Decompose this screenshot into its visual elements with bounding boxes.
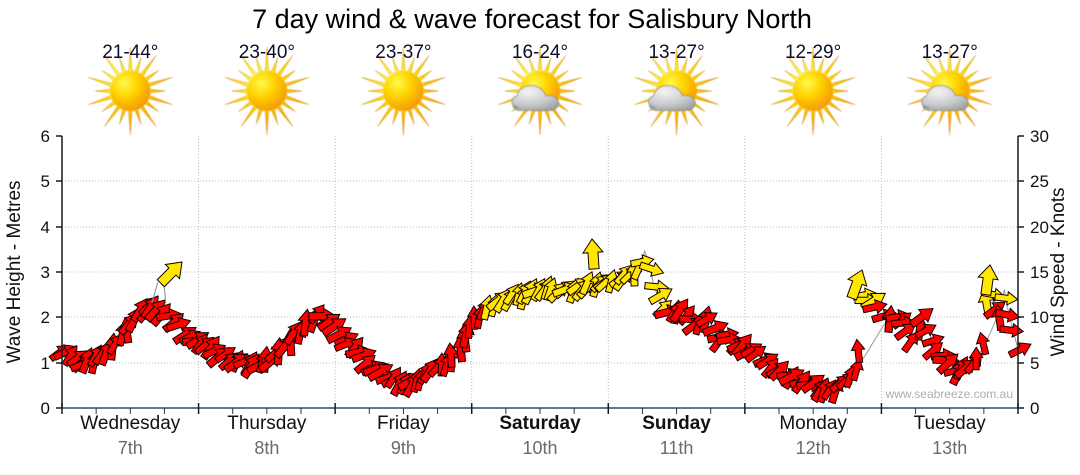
svg-text:16-24°: 16-24° bbox=[512, 42, 568, 63]
svg-text:5: 5 bbox=[1030, 354, 1039, 373]
svg-text:3: 3 bbox=[41, 263, 50, 282]
svg-text:4: 4 bbox=[41, 218, 50, 237]
svg-text:13-27°: 13-27° bbox=[922, 42, 978, 63]
svg-text:21-44°: 21-44° bbox=[102, 42, 158, 63]
svg-text:30: 30 bbox=[1030, 127, 1049, 146]
svg-text:Wave Height - Metres: Wave Height - Metres bbox=[4, 180, 25, 363]
svg-text:10: 10 bbox=[1030, 308, 1049, 327]
svg-text:12-29°: 12-29° bbox=[785, 42, 841, 63]
svg-text:1: 1 bbox=[41, 354, 50, 373]
svg-text:5: 5 bbox=[41, 172, 50, 191]
svg-text:20: 20 bbox=[1030, 218, 1049, 237]
svg-text:23-40°: 23-40° bbox=[239, 42, 295, 63]
svg-text:6: 6 bbox=[41, 127, 50, 146]
svg-text:25: 25 bbox=[1030, 172, 1049, 191]
svg-text:15: 15 bbox=[1030, 263, 1049, 282]
svg-text:Wind Speed - Knots: Wind Speed - Knots bbox=[1048, 188, 1069, 357]
svg-text:23-37°: 23-37° bbox=[375, 42, 431, 63]
svg-text:2: 2 bbox=[41, 308, 50, 327]
svg-text:www.seabreeze.com.au: www.seabreeze.com.au bbox=[885, 387, 1013, 401]
svg-text:13-27°: 13-27° bbox=[648, 42, 704, 63]
